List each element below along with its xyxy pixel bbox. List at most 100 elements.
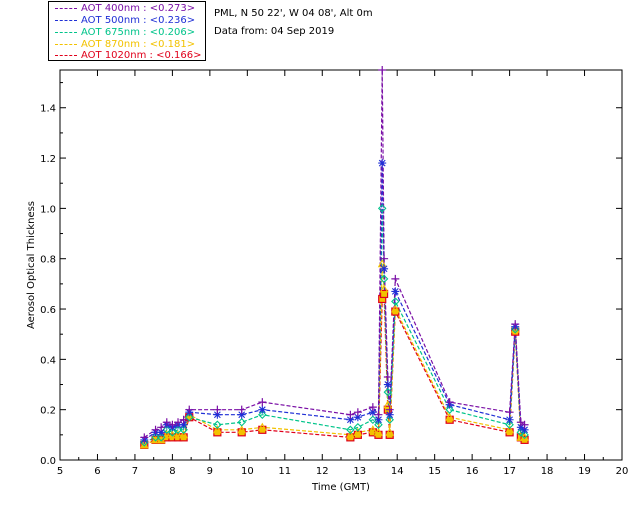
legend-item-400nm: AOT 400nm : <0.273> [49, 3, 195, 15]
data-point-s0 [391, 274, 400, 283]
x-tick-label: 11 [278, 466, 291, 477]
x-tick-label: 5 [57, 466, 63, 477]
legend-swatch-870nm [55, 43, 77, 45]
x-tick-label: 14 [391, 466, 404, 477]
data-point-s1 [374, 415, 383, 424]
data-point-s0 [378, 66, 387, 74]
x-tick-label: 7 [132, 466, 138, 477]
legend-item-1020nm: AOT 1020nm : <0.166> [49, 50, 201, 62]
legend-label-400nm: AOT 400nm : <0.273> [81, 3, 196, 14]
data-point-s2 [258, 410, 267, 419]
site-info: PML, N 50 22', W 04 08', Alt 0m [214, 8, 373, 19]
x-tick-label: 8 [169, 466, 175, 477]
data-point-s2 [346, 425, 355, 435]
data-point-s1 [179, 420, 188, 429]
data-point-s2 [510, 324, 520, 334]
legend-item-675nm: AOT 675nm : <0.206> [49, 27, 195, 39]
data-point-s2 [140, 438, 149, 447]
x-tick-label: 17 [503, 466, 516, 477]
legend-label-870nm: AOT 870nm : <0.181> [81, 39, 196, 50]
data-point-s0 [505, 408, 514, 417]
y-axis-label: Aerosol Optical Thickness [26, 201, 37, 329]
data-point-s0 [140, 433, 149, 442]
legend-item-500nm: AOT 500nm : <0.236> [49, 15, 195, 27]
data-point-s3 [445, 412, 455, 421]
legend-swatch-1020nm [55, 54, 77, 56]
data-point-s3 [374, 427, 383, 436]
data-point-s1 [346, 415, 355, 424]
data-point-s0 [511, 320, 520, 329]
data-point-s1 [353, 413, 362, 422]
legend-item-870nm: AOT 870nm : <0.181> [49, 39, 195, 51]
data-point-s2 [237, 417, 246, 427]
data-point-s0 [346, 410, 355, 419]
series-line-2 [144, 208, 525, 443]
legend-swatch-500nm [55, 19, 77, 21]
data-point-s1 [380, 264, 389, 273]
data-point-s3 [353, 427, 363, 436]
data-point-s3 [505, 425, 515, 434]
x-tick-label: 16 [466, 466, 479, 477]
x-tick-label: 13 [353, 466, 366, 477]
legend-swatch-675nm [55, 31, 77, 33]
data-point-s3 [237, 425, 247, 434]
data-point-s0 [520, 420, 529, 429]
legend-label-675nm: AOT 675nm : <0.206> [81, 27, 196, 38]
data-point-s3 [257, 422, 267, 431]
data-point-s3 [390, 304, 400, 313]
data-point-s2 [377, 204, 387, 213]
data-point-s2 [213, 420, 222, 430]
data-point-s3 [345, 430, 355, 439]
data-point-s2 [184, 412, 194, 422]
legend-label-1020nm: AOT 1020nm : <0.166> [81, 50, 202, 61]
data-point-s1 [385, 410, 394, 419]
series-line-1 [143, 163, 525, 441]
data-point-s0 [179, 415, 188, 424]
data-point-s2 [151, 433, 160, 442]
x-tick-label: 19 [578, 466, 591, 477]
x-tick-label: 20 [616, 466, 629, 477]
y-tick-label: 1.2 [40, 154, 56, 165]
data-point-s0 [157, 423, 166, 432]
data-point-s3 [385, 427, 395, 436]
data-point-s1 [237, 410, 246, 419]
y-tick-label: 0.6 [40, 305, 56, 316]
x-tick-label: 15 [428, 466, 441, 477]
data-point-s0 [445, 398, 454, 407]
data-point-s2 [505, 420, 514, 430]
data-point-s0 [213, 405, 222, 414]
data-point-s3 [368, 425, 378, 434]
legend-swatch-400nm [55, 7, 77, 9]
data-point-s1 [258, 405, 267, 414]
data-point-s0 [185, 405, 194, 414]
data-point-s0 [174, 418, 183, 427]
data-point-s1 [368, 408, 377, 417]
data-point-s0 [380, 254, 389, 263]
date-info: Data from: 04 Sep 2019 [214, 26, 335, 37]
legend-label-500nm: AOT 500nm : <0.236> [81, 15, 196, 26]
data-point-s1 [516, 423, 525, 432]
data-point-s2 [162, 425, 172, 435]
y-tick-label: 0.4 [40, 355, 56, 366]
data-point-s0 [353, 408, 362, 417]
data-point-s1 [520, 425, 529, 434]
x-tick-label: 12 [316, 466, 329, 477]
data-point-s2 [374, 420, 383, 430]
data-point-s1 [391, 287, 400, 296]
x-tick-label: 6 [94, 466, 100, 477]
data-point-s1 [505, 415, 514, 424]
data-point-s2 [385, 415, 394, 425]
series-line-0 [143, 69, 525, 438]
data-point-s1 [378, 159, 387, 168]
data-point-s0 [168, 420, 177, 429]
y-tick-label: 1.4 [40, 104, 56, 115]
x-tick-label: 9 [207, 466, 213, 477]
data-point-s2 [391, 297, 400, 306]
y-tick-label: 0.2 [40, 406, 56, 417]
data-point-s3 [383, 399, 393, 409]
data-point-s0 [151, 425, 160, 434]
data-point-s2 [520, 430, 529, 440]
data-point-s2 [445, 405, 454, 414]
data-point-s3 [179, 430, 189, 439]
